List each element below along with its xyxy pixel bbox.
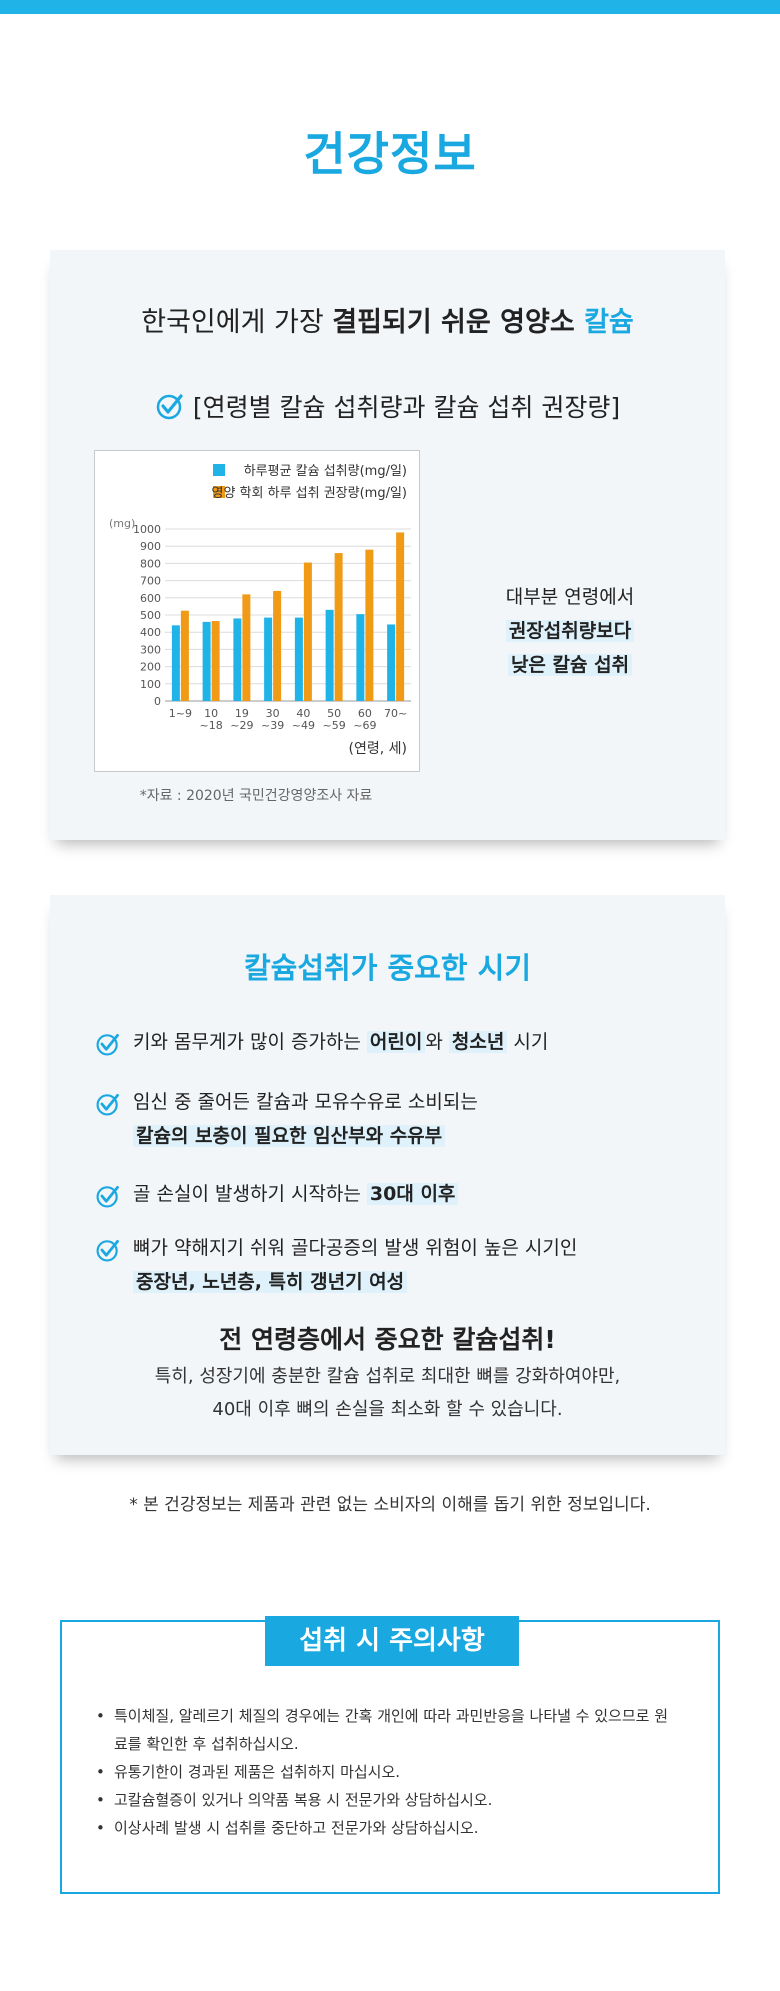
bar-recommended (180, 610, 189, 701)
emphasis-line-2: 40대 이후 뼈의 손실을 최소화 할 수 있습니다. (212, 1399, 563, 1420)
bar-intake (325, 609, 334, 701)
y-tick-label: 0 (154, 695, 161, 708)
subheading-text: [연령별 칼슘 섭취량과 칼슘 섭취 권장량] (192, 393, 621, 422)
x-tick-label: 1~9 (169, 707, 192, 720)
x-tick-label: 50 ~59 (323, 707, 346, 732)
bar-intake (356, 614, 365, 701)
calcium-timing-card: 칼슘섭취가 중요한 시기 키와 몸무게가 많이 증가하는 어린이 와 청소년 시기… (50, 895, 725, 1455)
caution-item: 특이체질, 알레르기 체질의 경우에는 간혹 개인에 따라 과민반응을 나타낼 … (96, 1702, 676, 1758)
y-tick-label: 600 (140, 592, 161, 605)
card-heading: 한국인에게 가장 결핍되기 쉬운 영양소 칼슘 (50, 300, 725, 339)
check-circle-icon (95, 1031, 121, 1068)
chart-svg: 하루평균 칼슘 섭취량(mg/일) 영양 학회 하루 섭취 권장량(mg/일) 0… (109, 464, 411, 757)
page-title: 건강정보 (303, 127, 477, 181)
bar-recommended (273, 590, 282, 701)
x-tick-label: 10 ~18 (200, 707, 223, 732)
item-text: 임신 중 줄어든 칼슘과 모유수유로 소비되는 (133, 1091, 478, 1113)
caution-item: 이상사례 발생 시 섭취를 중단하고 전문가와 상담하십시오. (96, 1814, 676, 1842)
item-text: 골 손실이 발생하기 시작하는 (133, 1183, 367, 1205)
caution-title: 섭취 시 주의사항 (265, 1616, 519, 1666)
caution-box: 섭취 시 주의사항 특이체질, 알레르기 체질의 경우에는 간혹 개인에 따라 … (60, 1616, 720, 1894)
y-tick-label: 100 (140, 678, 161, 691)
chart-subheading: [연령별 칼슘 섭취량과 칼슘 섭취 권장량] (50, 388, 725, 427)
chart-grid (165, 528, 411, 702)
bar-intake (171, 625, 180, 701)
y-tick-label: 1000 (133, 523, 161, 536)
caution-list: 특이체질, 알레르기 체질의 경우에는 간혹 개인에 따라 과민반응을 나타낼 … (96, 1702, 676, 1842)
emphasis-line-1: 특히, 성장기에 충분한 칼슘 섭취로 최대한 뼈를 강화하여야만, (154, 1366, 621, 1387)
item-highlight: 30대 이후 (366, 1183, 459, 1205)
bar-recommended (334, 553, 343, 701)
emphasis-title: 전 연령층에서 중요한 칼슘섭취! (219, 1325, 556, 1354)
emphasis-body: 특히, 성장기에 충분한 칼슘 섭취로 최대한 뼈를 강화하여야만, 40대 이… (50, 1360, 725, 1426)
summary-line-1: 대부분 연령에서 (505, 586, 635, 608)
y-tick-label: 300 (140, 643, 161, 656)
summary-line-3: 낮은 칼슘 섭취 (507, 654, 633, 676)
legend-label: 하루평균 칼슘 섭취량(mg/일) (244, 464, 407, 479)
y-tick-label: 500 (140, 609, 161, 622)
timing-item-children: 키와 몸무게가 많이 증가하는 어린이 와 청소년 시기 (95, 1025, 695, 1059)
x-axis-ticks: 1~9 10 ~18 19 ~29 30 ~39 40 ~49 50 ~59 60 ~69 70~ (169, 707, 407, 732)
heading-bold-text: 결핍되기 쉬운 영양소 (332, 307, 585, 338)
item-highlight: 중장년, 노년층, 특히 갱년기 여성 (133, 1271, 408, 1293)
bar-intake (202, 621, 211, 701)
y-tick-label: 200 (140, 661, 161, 674)
y-tick-label: 400 (140, 626, 161, 639)
x-tick-label: 30 ~39 (261, 707, 284, 732)
bar-recommended (303, 562, 312, 701)
caution-item: 유통기한이 경과된 제품은 섭취하지 마십시오. (96, 1758, 676, 1786)
timing-title: 칼슘섭취가 중요한 시기 (244, 951, 531, 985)
bar-intake (264, 617, 273, 701)
top-accent-bar (0, 0, 780, 14)
caution-item: 고칼슘혈증이 있거나 의약품 복용 시 전문가와 상담하십시오. (96, 1786, 676, 1814)
x-axis-label: (연령, 세) (349, 741, 407, 757)
check-circle-icon (95, 1091, 121, 1128)
chart-summary: 대부분 연령에서 권장섭취량보다 낮은 칼슘 섭취 (450, 580, 690, 682)
bar-recommended (396, 532, 405, 701)
item-text: 뼈가 약해지기 쉬워 골다공증의 발생 위험이 높은 시기인 (133, 1237, 578, 1259)
x-tick-label: 60 ~69 (353, 707, 376, 732)
bar-recommended (211, 621, 220, 701)
y-axis-label: (mg) (109, 517, 135, 530)
bar-intake (294, 617, 303, 701)
disclaimer: * 본 건강정보는 제품과 관련 없는 소비자의 이해를 돕기 위한 정보입니다… (129, 1495, 651, 1515)
heading-accent-text: 칼슘 (584, 307, 634, 338)
x-tick-label: 40 ~49 (292, 707, 315, 732)
check-circle-icon (155, 391, 185, 427)
timing-item-pregnancy: 임신 중 줄어든 칼슘과 모유수유로 소비되는 칼슘의 보충이 필요한 임산부와… (95, 1085, 695, 1153)
check-circle-icon (95, 1237, 121, 1274)
item-highlight: 청소년 (448, 1031, 508, 1053)
item-highlight: 칼슘의 보충이 필요한 임산부와 수유부 (133, 1125, 446, 1147)
calcium-deficiency-card: 한국인에게 가장 결핍되기 쉬운 영양소 칼슘 [연령별 칼슘 섭취량과 칼슘 … (50, 250, 725, 840)
y-axis-ticks: 0 100 200 300 400 500 600 700 800 900 1000 (133, 523, 161, 708)
calcium-bar-chart: 하루평균 칼슘 섭취량(mg/일) 영양 학회 하루 섭취 권장량(mg/일) 0… (94, 450, 420, 772)
item-highlight: 어린이 (366, 1031, 426, 1053)
bar-recommended (242, 594, 251, 701)
legend-swatch (213, 464, 225, 476)
timing-item-elderly: 뼈가 약해지기 쉬워 골다공증의 발생 위험이 높은 시기인 중장년, 노년층,… (95, 1231, 695, 1299)
item-text: 키와 몸무게가 많이 증가하는 (133, 1031, 367, 1053)
bar-intake (233, 618, 242, 701)
summary-line-2: 권장섭취량보다 (505, 620, 635, 642)
heading-text: 한국인에게 가장 (141, 307, 333, 338)
x-tick-label: 70~ (384, 707, 407, 720)
check-circle-icon (95, 1183, 121, 1220)
bar-recommended (365, 549, 374, 701)
item-text: 시기 (507, 1031, 549, 1053)
legend-label: 영양 학회 하루 섭취 권장량(mg/일) (212, 486, 408, 501)
chart-legend: 하루평균 칼슘 섭취량(mg/일) 영양 학회 하루 섭취 권장량(mg/일) (212, 464, 408, 501)
y-tick-label: 900 (140, 540, 161, 553)
item-text: 와 (425, 1031, 449, 1053)
x-tick-label: 19 ~29 (230, 707, 253, 732)
timing-item-30s: 골 손실이 발생하기 시작하는 30대 이후 (95, 1177, 695, 1211)
bar-intake (387, 624, 396, 701)
legend-swatch (213, 486, 225, 498)
y-tick-label: 700 (140, 575, 161, 588)
chart-source: *자료 : 2020년 국민건강영양조사 자료 (139, 788, 373, 804)
y-tick-label: 800 (140, 557, 161, 570)
chart-bars (171, 532, 405, 701)
